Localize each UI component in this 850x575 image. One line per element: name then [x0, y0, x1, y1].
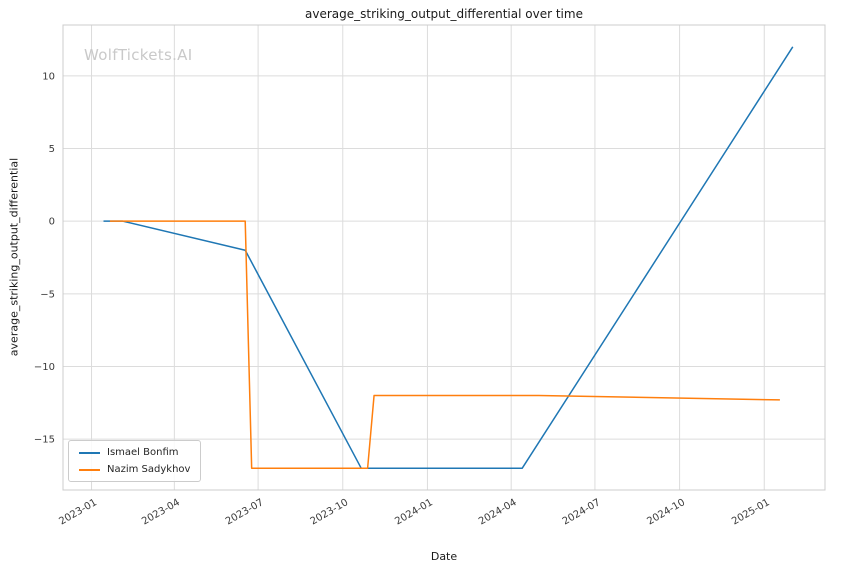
watermark: WolfTickets.AI	[84, 46, 193, 64]
svg-text:2024-10: 2024-10	[645, 497, 687, 527]
legend-line-swatch	[79, 451, 100, 454]
svg-text:2023-01: 2023-01	[57, 497, 99, 527]
svg-text:0: 0	[49, 217, 55, 228]
series-line-1	[109, 220, 780, 469]
gridlines	[63, 25, 825, 490]
y-tick-labels: −15 −10 −5 0 5 10	[34, 71, 55, 445]
x-axis-label: Date	[430, 550, 458, 563]
svg-text:2023-07: 2023-07	[224, 497, 266, 527]
svg-text:2023-10: 2023-10	[309, 497, 351, 527]
legend-label: Ismael Bonfim	[107, 447, 179, 458]
legend-label: Nazim Sadykhov	[107, 464, 191, 475]
svg-text:−10: −10	[34, 362, 55, 373]
svg-text:2024-04: 2024-04	[477, 497, 519, 527]
legend: Ismael Bonfim Nazim Sadykhov	[68, 440, 202, 482]
plot-background	[63, 25, 825, 490]
svg-text:2024-07: 2024-07	[561, 497, 603, 527]
svg-text:2023-04: 2023-04	[140, 497, 182, 527]
svg-text:−5: −5	[40, 289, 55, 300]
plot-frame	[62, 24, 826, 491]
x-tick-labels: 2023-01 2023-04 2023-07 2023-10 2024-01 2024-…	[57, 497, 771, 527]
svg-text:10: 10	[42, 71, 55, 82]
svg-text:5: 5	[49, 144, 55, 155]
legend-item: Nazim Sadykhov	[79, 464, 190, 475]
legend-item: Ismael Bonfim	[79, 447, 190, 458]
legend-line-swatch	[79, 468, 100, 471]
svg-text:2025-01: 2025-01	[730, 497, 772, 527]
y-axis-label: average_striking_output_differential	[7, 157, 21, 357]
svg-text:−15: −15	[34, 435, 55, 446]
svg-text:2024-01: 2024-01	[393, 497, 435, 527]
chart-title: average_striking_output_differential ove…	[305, 7, 583, 21]
